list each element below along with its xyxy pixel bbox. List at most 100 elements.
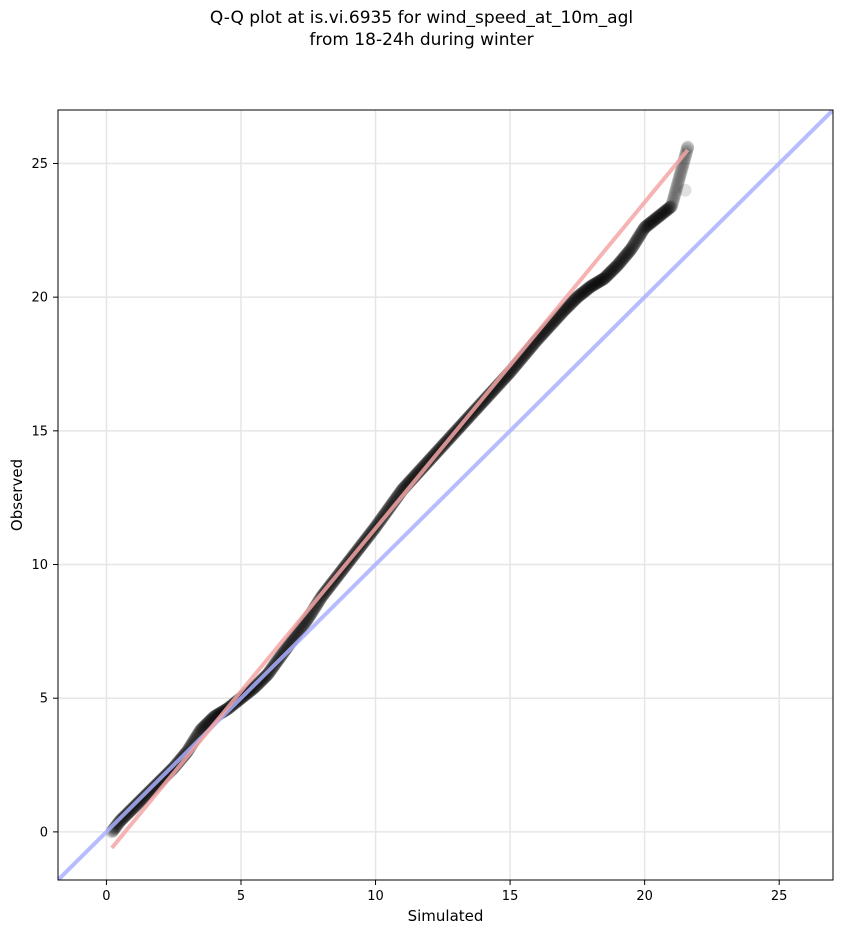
quantile-point [673,170,687,184]
quantile-point [480,390,494,404]
quantile-point [640,219,654,233]
quantile-point [648,213,662,227]
quantile-point [653,208,667,222]
quantile-point [611,257,625,271]
quantile-point [573,288,587,302]
quantile-point [591,275,605,289]
y-tick-label: 20 [31,291,48,306]
quantile-point [671,176,685,190]
quantile-point [666,195,680,209]
quantile-point [644,216,658,230]
quantile-point [607,261,621,275]
quantile-point [275,648,289,662]
quantile-point [588,277,602,291]
reference-line-fit [110,148,690,850]
quantile-point [627,238,641,252]
quantile-point [646,214,660,228]
quantile-point [556,304,570,318]
quantile-point [670,178,684,192]
quantile-point [645,215,659,229]
quantile-point [633,228,647,242]
quantile-point [557,304,571,318]
quantile-point [611,258,625,272]
quantile-point [652,209,666,223]
quantile-point [654,207,668,221]
quantile-point [672,172,686,186]
quantile-point [564,297,578,311]
quantile-point [642,217,656,231]
quantile-point [581,282,595,296]
quantile-point [570,291,584,305]
quantile-point [384,499,398,513]
quantile-point [631,232,645,246]
quantile-point [607,262,621,276]
quantile-point [574,288,588,302]
quantile-point [654,208,668,222]
quantile-point [600,269,614,283]
chart-title: Q-Q plot at is.vi.6935 for wind_speed_at… [209,8,634,28]
quantile-point [600,268,614,282]
quantile-point [653,209,667,223]
quantile-point [658,204,672,218]
quantile-point [568,293,582,307]
quantile-point [625,241,639,255]
quantile-point [560,301,574,315]
quantile-point [601,268,615,282]
quantile-point [626,239,640,253]
quantile-point [594,274,607,288]
quantile-point [585,279,599,293]
outlier-point [678,183,692,197]
quantile-point [603,266,617,280]
quantile-point [672,174,686,188]
quantile-point [602,267,616,281]
quantile-point [661,202,675,216]
quantile-point [620,247,634,261]
quantile-point [609,260,623,274]
quantile-point [662,201,676,215]
quantile-point [618,250,632,264]
quantile-point [649,211,663,225]
quantile-point [626,239,640,253]
quantile-point [642,217,656,231]
quantile-point [413,463,427,477]
quantile-point [612,256,626,270]
quantile-point [276,646,290,660]
quantile-point [632,230,646,244]
quantile-point [656,206,670,220]
x-tick-label: 15 [502,889,519,904]
quantile-point [576,285,590,299]
quantile-point [621,245,635,259]
quantile-point [573,288,587,302]
quantile-point [277,645,291,659]
quantile-point [650,211,664,225]
quantile-point [571,289,585,303]
quantile-point [480,390,494,404]
chart-subtitle: from 18-24h during winter [309,30,534,50]
quantile-point [628,236,642,250]
quantile-point [561,300,575,314]
y-tick-label: 5 [40,692,48,707]
quantile-point [610,259,624,273]
quantile-point [660,203,674,217]
quantile-point [594,273,608,287]
quantile-point [651,210,665,224]
quantile-point [590,276,604,290]
quantile-point [592,275,606,289]
quantile-point [674,164,688,178]
quantile-point [634,227,648,241]
quantile-point [559,301,573,315]
quantile-point [659,204,673,218]
quantile-point [589,277,603,291]
y-tick-label: 15 [31,424,48,439]
quantile-point [658,205,672,219]
quantile-point [580,283,594,297]
quantile-point [581,282,595,296]
quantile-point [667,191,681,205]
y-tick-label: 25 [31,157,48,172]
x-tick-label: 25 [771,889,788,904]
quantile-point [558,302,572,316]
quantile-point [669,184,683,198]
reference-line-1-1 [58,110,833,880]
quantile-point [663,201,677,215]
